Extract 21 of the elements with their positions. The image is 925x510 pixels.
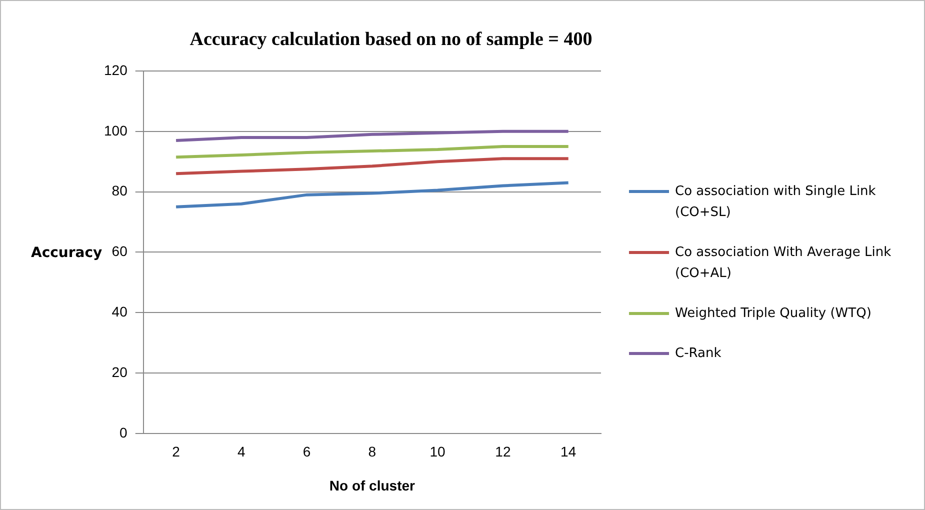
y-tick-label: 0 xyxy=(120,424,128,440)
y-tick-label: 60 xyxy=(112,243,128,260)
y-tick-label: 120 xyxy=(104,62,128,78)
y-tick-label: 20 xyxy=(112,364,128,380)
legend-label: C-Rank xyxy=(675,345,722,363)
x-tick-label: 14 xyxy=(560,444,576,460)
y-axis-title: Accuracy xyxy=(31,245,102,261)
chart-title: Accuracy calculation based on no of sample = 400 xyxy=(188,29,594,51)
x-tick-label: 12 xyxy=(495,444,511,460)
y-tick-label: 40 xyxy=(112,303,128,320)
x-tick-label: 2 xyxy=(172,444,180,460)
y-tick-label: 80 xyxy=(112,182,128,199)
x-tick-label: 4 xyxy=(238,444,246,460)
y-tick-label: 100 xyxy=(104,122,128,138)
x-tick-label: 8 xyxy=(368,444,376,460)
legend-label: Co association with Single Link (CO+SL) xyxy=(675,183,877,222)
x-tick-label: 6 xyxy=(302,444,311,460)
x-axis-title: No of cluster xyxy=(329,477,416,494)
legend-label: Co association With Average Link (CO+AL) xyxy=(675,244,892,283)
x-tick-label: 10 xyxy=(430,444,446,460)
legend-label: Weighted Triple Quality (WTQ) xyxy=(675,305,872,323)
